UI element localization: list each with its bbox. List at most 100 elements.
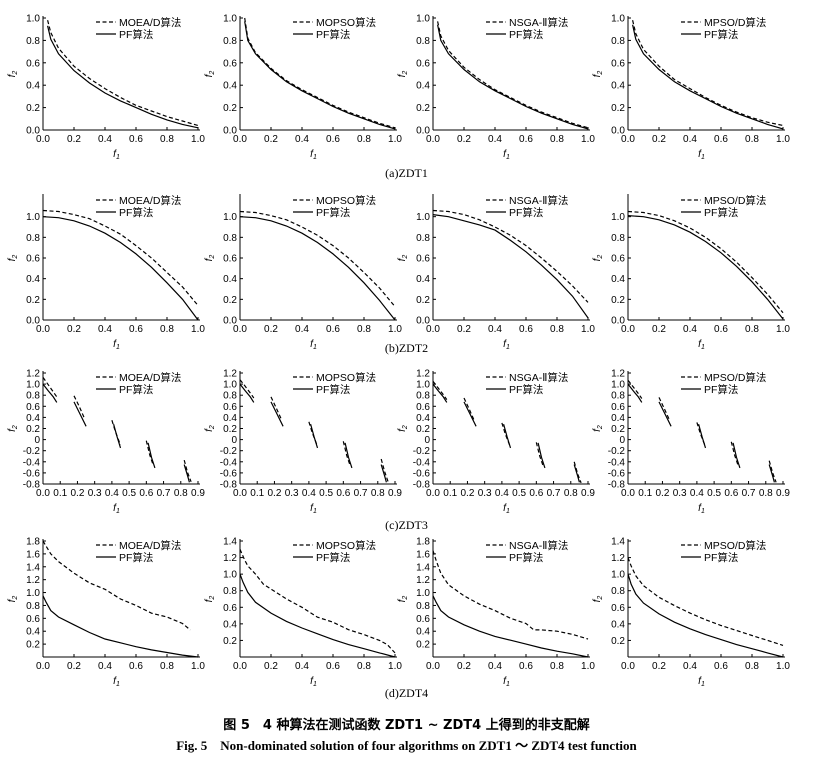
- y-tick-label: 0.4: [416, 274, 430, 285]
- y-tick-label: 0.2: [223, 424, 237, 435]
- x-tick-label: 0.9: [191, 488, 205, 499]
- x-tick-label: 0.2: [652, 324, 666, 335]
- x-tick-label: 0.5: [512, 488, 526, 499]
- x-tick-label: 0.3: [673, 488, 687, 499]
- y-tick-label: 1.0: [416, 212, 430, 223]
- y-tick-label: 0.4: [416, 627, 430, 638]
- legend-label: NSGA-Ⅱ算法: [509, 16, 568, 29]
- series-line-pf: [627, 383, 643, 403]
- y-tick-label: 0.8: [611, 586, 625, 597]
- series-line-algorithm: [432, 380, 448, 400]
- x-tick-label: 0.8: [550, 134, 564, 145]
- series-line-algorithm: [47, 20, 199, 127]
- x-tick-label: 0.0: [621, 661, 635, 672]
- series-line-algorithm: [535, 442, 544, 467]
- y-tick-label: 0.4: [611, 81, 625, 92]
- x-tick-label: 0.2: [70, 488, 84, 499]
- y-tick-label: 0.6: [416, 58, 430, 69]
- series-line-pf: [380, 464, 387, 483]
- chart-panel-c3: 0.0 0.1 0.2 0.3 0.4 0.5 0.6 0.7 0.8 0.9-0.8-0.6-0…: [397, 369, 595, 516]
- series-line-pf: [113, 423, 122, 449]
- legend-label: MOPSO算法: [316, 371, 376, 384]
- x-tick-label: 0.1: [638, 488, 652, 499]
- y-tick-label: 0.8: [416, 233, 430, 244]
- y-tick-label: -0.4: [608, 457, 626, 468]
- x-tick-label: 0.3: [88, 488, 102, 499]
- x-tick-label: 0.5: [707, 488, 721, 499]
- row-caption-zdt2: (b)ZDT2: [384, 341, 429, 355]
- y-axis-label: f2: [7, 425, 19, 432]
- series-line-pf: [768, 464, 775, 483]
- series-line-pf: [310, 423, 319, 449]
- series-line-algorithm: [432, 550, 589, 640]
- y-tick-label: 0: [231, 435, 237, 446]
- y-tick-label: 1.2: [416, 369, 430, 380]
- x-tick-label: 0.8: [745, 661, 759, 672]
- y-tick-label: 1.0: [611, 212, 625, 223]
- y-tick-label: 0.4: [611, 413, 625, 424]
- x-tick-label: 0.8: [745, 324, 759, 335]
- y-tick-label: 0.6: [26, 402, 40, 413]
- series-line-pf: [42, 383, 58, 403]
- x-tick-label: 0.2: [655, 488, 669, 499]
- series-line-algorithm: [42, 377, 58, 398]
- x-tick-label: 0.9: [776, 488, 790, 499]
- y-tick-label: 0.0: [416, 126, 430, 137]
- y-tick-label: 0.6: [223, 254, 237, 265]
- series-line-pf: [239, 383, 255, 403]
- y-tick-label: 0.2: [223, 103, 237, 114]
- x-tick-label: 0.8: [357, 324, 371, 335]
- y-tick-label: 0.6: [26, 254, 40, 265]
- y-tick-label: 0.4: [26, 627, 40, 638]
- x-axis-label: f1: [310, 149, 317, 161]
- x-tick-label: 0.6: [714, 134, 728, 145]
- figure-canvas: 0.0 0.2 0.4 0.6 0.8 1.00.00.20.40.60.81.0f1f2…: [7, 14, 790, 689]
- x-tick-label: 0.8: [160, 661, 174, 672]
- x-tick-label: 0.0: [426, 134, 440, 145]
- legend-label: MOEA/D算法: [119, 194, 181, 207]
- y-axis-label: f2: [397, 71, 409, 78]
- x-axis-label: f1: [113, 149, 120, 161]
- series-line-pf: [42, 216, 199, 321]
- series-line-algorithm: [632, 20, 784, 127]
- y-tick-label: 0.8: [611, 36, 625, 47]
- x-axis-label: f1: [113, 339, 120, 351]
- y-tick-label: 0.6: [416, 402, 430, 413]
- x-tick-label: 0.8: [160, 324, 174, 335]
- legend-label: MOPSO算法: [316, 194, 376, 207]
- x-tick-label: 0.8: [357, 134, 371, 145]
- x-tick-label: 0.6: [714, 661, 728, 672]
- y-tick-label: 0.0: [611, 126, 625, 137]
- y-axis-label: f2: [592, 255, 604, 262]
- x-tick-label: 0.4: [295, 134, 309, 145]
- x-tick-label: 0.1: [250, 488, 264, 499]
- y-tick-label: 0.2: [26, 103, 40, 114]
- x-tick-label: 0.5: [319, 488, 333, 499]
- y-tick-label: 1.0: [223, 212, 237, 223]
- chart-panel-a1: 0.0 0.2 0.4 0.6 0.8 1.0 0.0 0.2 0.4 0.6 0.8 1.0 f1 f2…: [7, 14, 205, 162]
- x-tick-label: 0.0: [621, 488, 635, 499]
- y-tick-label: 0.4: [26, 413, 40, 424]
- y-tick-label: 0.6: [223, 603, 237, 614]
- y-tick-label: 1.6: [26, 549, 40, 560]
- y-tick-label: 0.2: [611, 103, 625, 114]
- x-tick-label: 0.8: [550, 324, 564, 335]
- y-tick-label: 1.0: [26, 14, 40, 25]
- series-line-pf: [627, 573, 784, 658]
- y-tick-label: 0.4: [223, 413, 237, 424]
- chart-panel-c2: 0.0 0.1 0.2 0.3 0.4 0.5 0.6 0.7 0.8 0.9-0.8-0.6-0…: [204, 369, 402, 516]
- y-axis-label: f2: [397, 596, 409, 603]
- chart-panel-a2: 0.0 0.2 0.4 0.6 0.8 1.0 0.0 0.2 0.4 0.6 0.8 1.0 f1 f2…: [204, 14, 402, 162]
- legend-label: PF算法: [704, 551, 738, 564]
- series-line-pf: [42, 595, 199, 658]
- y-tick-label: 0.4: [416, 413, 430, 424]
- y-tick-label: 1.8: [416, 537, 430, 548]
- y-tick-label: 0: [424, 435, 430, 446]
- y-tick-label: 0.4: [223, 274, 237, 285]
- y-tick-label: 0.6: [26, 614, 40, 625]
- y-tick-label: 0.6: [611, 254, 625, 265]
- y-axis-label: f2: [592, 596, 604, 603]
- legend-label: PF算法: [509, 383, 543, 396]
- x-tick-label: 0.4: [98, 661, 112, 672]
- x-tick-label: 0.4: [302, 488, 316, 499]
